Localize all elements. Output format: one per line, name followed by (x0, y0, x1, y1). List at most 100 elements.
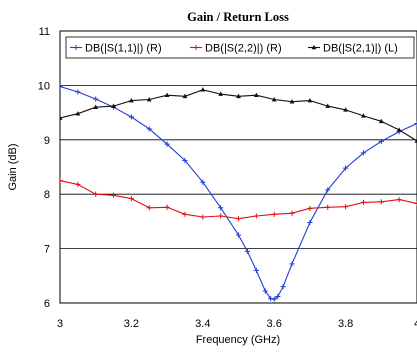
data-point (60, 115, 63, 120)
gridlines (60, 85, 417, 250)
data-point (414, 120, 417, 127)
legend-marker (73, 44, 79, 51)
y-tick-label: 9 (44, 135, 50, 147)
x-tick-label: 3.4 (195, 318, 210, 330)
data-point (218, 213, 224, 219)
data-point (253, 213, 259, 219)
data-point (343, 107, 348, 112)
data-point (271, 96, 277, 102)
data-point (268, 296, 274, 302)
data-point (93, 104, 99, 109)
data-point (414, 200, 417, 207)
data-point (262, 288, 268, 294)
data-point (289, 261, 295, 267)
data-point (182, 93, 188, 99)
data-point (129, 98, 134, 103)
data-point (289, 210, 295, 216)
data-point (253, 267, 259, 273)
data-point (414, 138, 417, 143)
data-point (60, 178, 63, 184)
data-point (378, 118, 384, 124)
series-2 (60, 178, 417, 222)
x-tick-label: 3.2 (124, 318, 139, 330)
data-point (200, 179, 206, 185)
data-point (307, 205, 313, 211)
data-point (307, 98, 313, 103)
data-point (236, 93, 241, 99)
data-point (396, 127, 402, 132)
data-point (360, 150, 367, 156)
data-point (325, 187, 331, 193)
x-tick-label: 3.8 (338, 318, 353, 330)
chart-title: Gain / Return Loss (187, 10, 289, 24)
data-point (235, 216, 242, 222)
x-axis-label: Frequency (GHz) (196, 334, 280, 346)
data-point (60, 83, 63, 90)
data-point (275, 293, 281, 300)
data-point (378, 138, 384, 145)
series-layer (60, 83, 417, 302)
data-point (271, 296, 277, 302)
axis-ticks: 6 7 8 9 10 11 3 3.2 3.4 3.6 3.8 4 (38, 26, 417, 330)
data-point (164, 92, 170, 97)
legend-box (65, 36, 415, 59)
data-point (396, 197, 402, 203)
data-point (75, 89, 81, 95)
data-point (280, 284, 286, 290)
data-point (110, 192, 117, 198)
data-point (182, 157, 188, 164)
data-point (218, 205, 224, 211)
data-point (164, 204, 170, 210)
data-point (146, 96, 152, 102)
data-point (343, 165, 349, 171)
series-3 (60, 87, 417, 143)
y-tick-label: 8 (44, 189, 50, 201)
y-tick-label: 6 (44, 298, 50, 310)
legend-label: DB(|S(2,2)|) (R) (205, 43, 282, 55)
x-tick-label: 3.6 (267, 318, 282, 330)
y-tick-label: 7 (44, 244, 50, 256)
legend-entry: DB(|S(2,2)|) (R) (190, 43, 282, 55)
data-point (128, 114, 134, 120)
legend-marker (311, 44, 317, 50)
series-line (60, 180, 417, 220)
data-point (75, 181, 81, 188)
data-point (307, 219, 313, 226)
data-point (75, 111, 81, 116)
x-tick-label: 4 (414, 318, 417, 330)
y-tick-label: 11 (39, 26, 50, 38)
data-point (235, 232, 242, 238)
data-point (128, 195, 134, 202)
legend-label: DB(|S(1,1)|) (R) (85, 43, 162, 55)
x-tick-label: 3 (57, 318, 63, 330)
data-point (146, 205, 152, 211)
data-point (200, 87, 206, 92)
data-point (343, 204, 349, 210)
data-point (325, 103, 331, 108)
data-point (93, 96, 99, 102)
data-point (271, 211, 277, 217)
legend: DB(|S(1,1)|) (R) DB(|S(2,2)|) (R) DB(|S(2,… (65, 36, 415, 59)
series-line (60, 85, 417, 300)
legend-entry: DB(|S(1,1)|) (R) (70, 43, 162, 55)
data-point (378, 199, 384, 205)
data-point (93, 191, 99, 197)
data-point (200, 214, 206, 220)
data-point (360, 199, 367, 205)
data-point (146, 126, 152, 132)
data-point (361, 113, 366, 118)
y-axis-label: Gain (dB) (7, 143, 19, 190)
legend-entry: DB(|S(2,1)|) (L) (308, 43, 398, 55)
y-tick-label: 10 (38, 80, 50, 92)
data-point (253, 92, 259, 97)
data-point (244, 248, 251, 254)
legend-label: DB(|S(2,1)|) (L) (323, 43, 398, 55)
data-point (164, 141, 170, 147)
legend-marker (193, 44, 199, 51)
data-point (325, 204, 331, 210)
data-point (111, 103, 116, 108)
plot-frame (59, 30, 417, 304)
data-point (218, 91, 224, 96)
data-point (182, 211, 188, 217)
